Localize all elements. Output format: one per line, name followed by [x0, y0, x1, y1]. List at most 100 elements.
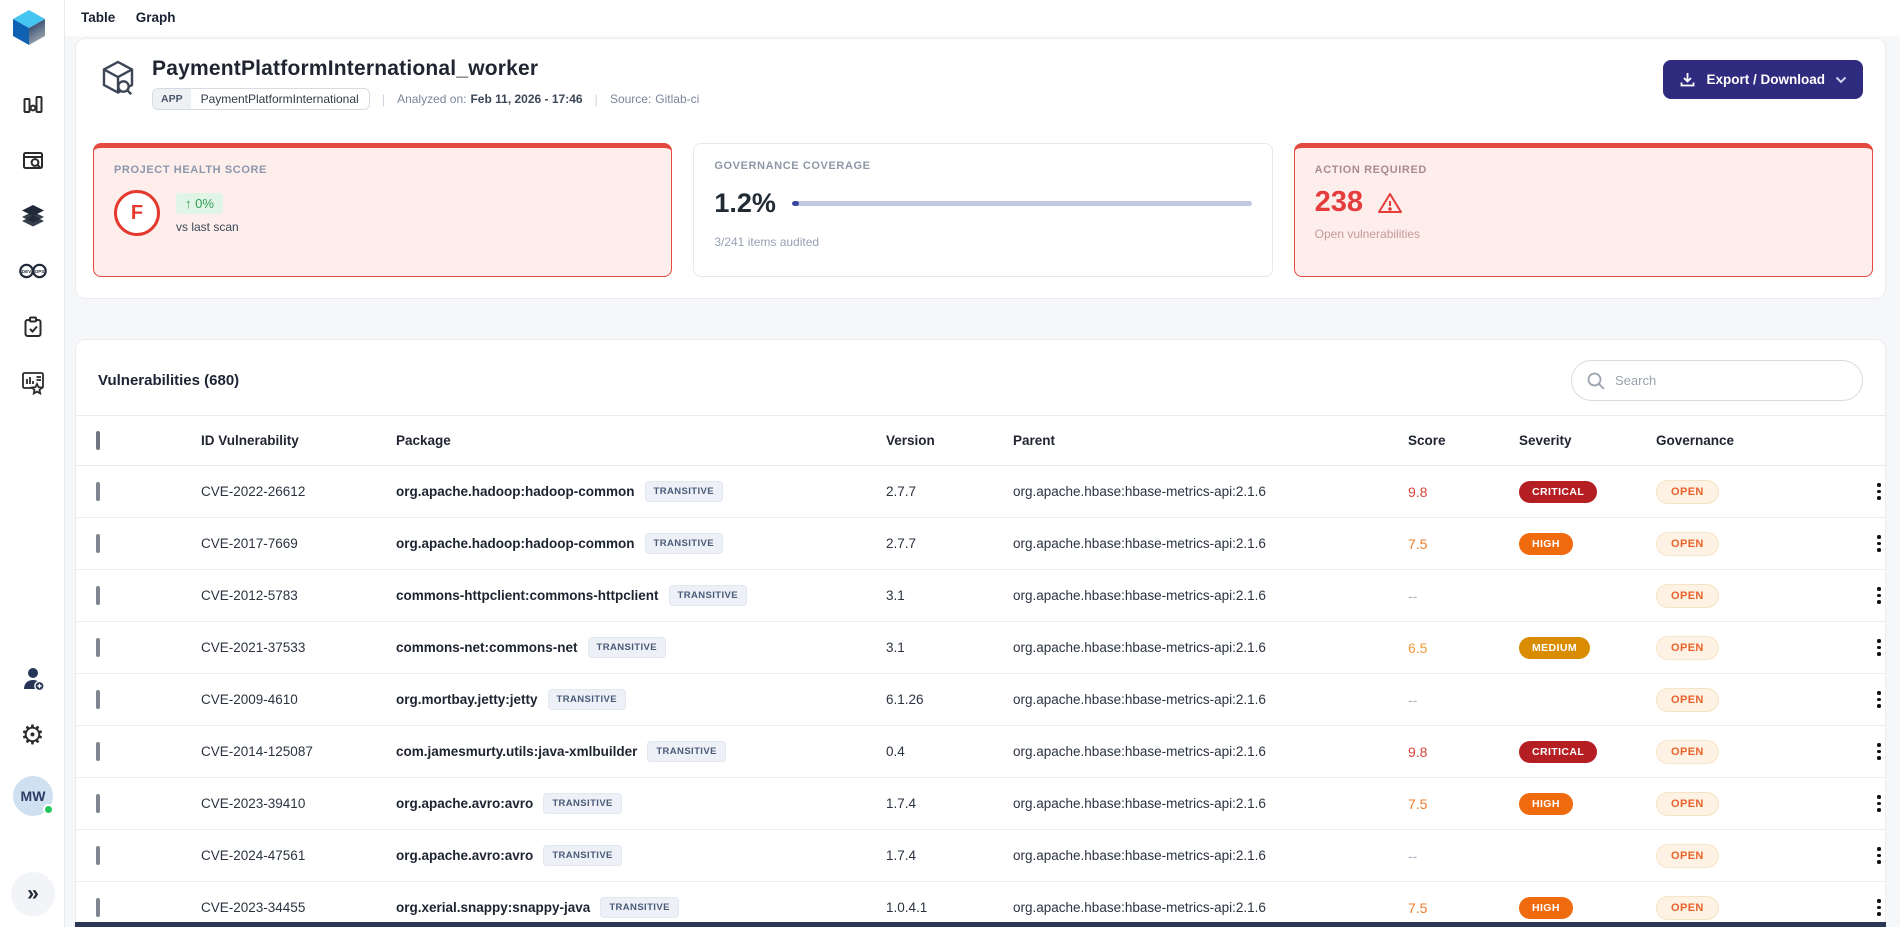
- table-row[interactable]: CVE-2009-4610 org.mortbay.jetty:jetty TR…: [76, 674, 1885, 726]
- row-actions-kebab-icon[interactable]: [1867, 843, 1891, 868]
- severity-badge: HIGH: [1519, 792, 1573, 815]
- sidebar-item-devops[interactable]: DEV OPS: [0, 256, 65, 286]
- bottom-bar: [75, 922, 1886, 927]
- app-logo-icon[interactable]: [9, 7, 49, 47]
- governance-open-badge[interactable]: OPEN: [1656, 895, 1719, 920]
- cve-id: CVE-2009-4610: [201, 692, 298, 707]
- row-actions-kebab-icon[interactable]: [1867, 791, 1891, 816]
- avatar[interactable]: MW: [13, 776, 54, 816]
- row-actions-kebab-icon[interactable]: [1867, 895, 1891, 920]
- table-row[interactable]: CVE-2024-47561 org.apache.avro:avro TRAN…: [76, 830, 1885, 882]
- separator: |: [594, 91, 598, 107]
- window-search-icon: [21, 149, 45, 173]
- devops-loop-icon: DEV OPS: [18, 260, 48, 282]
- source-label: Source:: [609, 92, 652, 106]
- row-checkbox[interactable]: [96, 690, 100, 709]
- col-header-version[interactable]: Version: [886, 433, 935, 448]
- table-header-row: ID Vulnerability Package Version Parent …: [76, 415, 1885, 466]
- governance-open-badge[interactable]: OPEN: [1656, 687, 1719, 712]
- row-checkbox[interactable]: [96, 898, 100, 917]
- col-header-parent[interactable]: Parent: [1013, 433, 1056, 448]
- table-row[interactable]: CVE-2017-7669 org.apache.hadoop:hadoop-c…: [76, 518, 1885, 570]
- governance-open-badge[interactable]: OPEN: [1656, 635, 1719, 660]
- search-input[interactable]: [1615, 373, 1848, 388]
- action-card-title: ACTION REQUIRED: [1314, 164, 1427, 176]
- tab-table[interactable]: Table: [81, 10, 116, 25]
- cve-id: CVE-2023-34455: [201, 900, 306, 915]
- cve-id: CVE-2021-37533: [201, 640, 306, 655]
- sidebar-item-layers[interactable]: [0, 201, 65, 231]
- governance-coverage-value: 1.2%: [714, 188, 776, 218]
- parent-package: org.apache.hbase:hbase-metrics-api:2.1.6: [1013, 848, 1266, 863]
- svg-text:DEV: DEV: [21, 269, 31, 274]
- row-checkbox[interactable]: [96, 482, 100, 501]
- separator: |: [381, 91, 386, 107]
- cve-id: CVE-2017-7669: [201, 536, 298, 551]
- governance-open-badge[interactable]: OPEN: [1656, 479, 1719, 504]
- col-header-id[interactable]: ID Vulnerability: [201, 433, 299, 448]
- version: 1.7.4: [886, 796, 917, 811]
- sidebar-item-settings[interactable]: ⚙: [0, 718, 65, 752]
- person-add-icon: [20, 665, 46, 693]
- row-checkbox[interactable]: [96, 794, 100, 813]
- package-search-icon: [96, 57, 140, 101]
- package-name: commons-httpclient:commons-httpclient: [396, 588, 659, 603]
- source-value: Gitlab-ci: [655, 92, 700, 106]
- row-checkbox[interactable]: [96, 534, 100, 553]
- transitive-badge: TRANSITIVE: [543, 845, 622, 866]
- row-actions-kebab-icon[interactable]: [1867, 479, 1891, 504]
- row-actions-kebab-icon[interactable]: [1867, 583, 1891, 608]
- sidebar-item-dashboard[interactable]: [0, 90, 65, 120]
- package-name: commons-net:commons-net: [396, 640, 578, 655]
- sidebar-item-scan-explorer[interactable]: [0, 146, 65, 176]
- row-actions-kebab-icon[interactable]: [1867, 739, 1891, 764]
- parent-package: org.apache.hbase:hbase-metrics-api:2.1.6: [1013, 536, 1266, 551]
- health-delta-badge: ↑ 0%: [176, 192, 223, 214]
- transitive-badge: TRANSITIVE: [644, 533, 723, 554]
- vulnerabilities-title: Vulnerabilities (680): [98, 372, 240, 389]
- governance-card-title: GOVERNANCE COVERAGE: [714, 160, 871, 172]
- page-title: PaymentPlatformInternational_worker: [152, 57, 539, 80]
- select-all-checkbox[interactable]: [96, 431, 100, 450]
- row-actions-kebab-icon[interactable]: [1867, 531, 1891, 556]
- table-row[interactable]: CVE-2012-5783 commons-httpclient:commons…: [76, 570, 1885, 622]
- governance-open-badge[interactable]: OPEN: [1656, 739, 1719, 764]
- sidebar-item-reports[interactable]: [0, 367, 65, 397]
- sidebar-expand-button[interactable]: »: [11, 872, 55, 916]
- transitive-badge: TRANSITIVE: [587, 637, 666, 658]
- tab-graph[interactable]: Graph: [135, 10, 176, 25]
- parent-package: org.apache.hbase:hbase-metrics-api:2.1.6: [1013, 744, 1266, 759]
- severity-badge: CRITICAL: [1519, 480, 1598, 503]
- sidebar-item-audit[interactable]: [0, 312, 65, 342]
- row-actions-kebab-icon[interactable]: [1867, 687, 1891, 712]
- row-checkbox[interactable]: [96, 846, 100, 865]
- export-download-button[interactable]: Export / Download: [1663, 60, 1863, 99]
- version: 2.7.7: [886, 484, 917, 499]
- governance-note: 3/241 items audited: [714, 235, 820, 249]
- row-actions-kebab-icon[interactable]: [1867, 635, 1891, 660]
- table-row[interactable]: CVE-2023-34455 org.xerial.snappy:snappy-…: [76, 882, 1885, 927]
- layers-icon: [20, 203, 46, 229]
- table-row[interactable]: CVE-2022-26612 org.apache.hadoop:hadoop-…: [76, 466, 1885, 518]
- row-checkbox[interactable]: [96, 638, 100, 657]
- action-required-card: ACTION REQUIRED 238 Open vulnerabilities: [1293, 143, 1873, 277]
- col-header-score[interactable]: Score: [1408, 433, 1446, 448]
- col-header-package[interactable]: Package: [396, 433, 451, 448]
- row-checkbox[interactable]: [96, 742, 100, 761]
- table-row[interactable]: CVE-2021-37533 commons-net:commons-net T…: [76, 622, 1885, 674]
- version: 1.7.4: [886, 848, 917, 863]
- health-grade-badge: F: [114, 190, 160, 236]
- governance-open-badge[interactable]: OPEN: [1656, 791, 1719, 816]
- cve-id: CVE-2012-5783: [201, 588, 298, 603]
- col-header-severity[interactable]: Severity: [1519, 433, 1572, 448]
- governance-open-badge[interactable]: OPEN: [1656, 531, 1719, 556]
- parent-package: org.apache.hbase:hbase-metrics-api:2.1.6: [1013, 900, 1266, 915]
- table-row[interactable]: CVE-2023-39410 org.apache.avro:avro TRAN…: [76, 778, 1885, 830]
- row-checkbox[interactable]: [96, 586, 100, 605]
- table-row[interactable]: CVE-2014-125087 com.jamesmurty.utils:jav…: [76, 726, 1885, 778]
- governance-open-badge[interactable]: OPEN: [1656, 843, 1719, 868]
- col-header-governance[interactable]: Governance: [1656, 433, 1735, 448]
- cve-id: CVE-2014-125087: [201, 744, 313, 759]
- governance-open-badge[interactable]: OPEN: [1656, 583, 1719, 608]
- sidebar-item-invite-user[interactable]: [0, 662, 65, 696]
